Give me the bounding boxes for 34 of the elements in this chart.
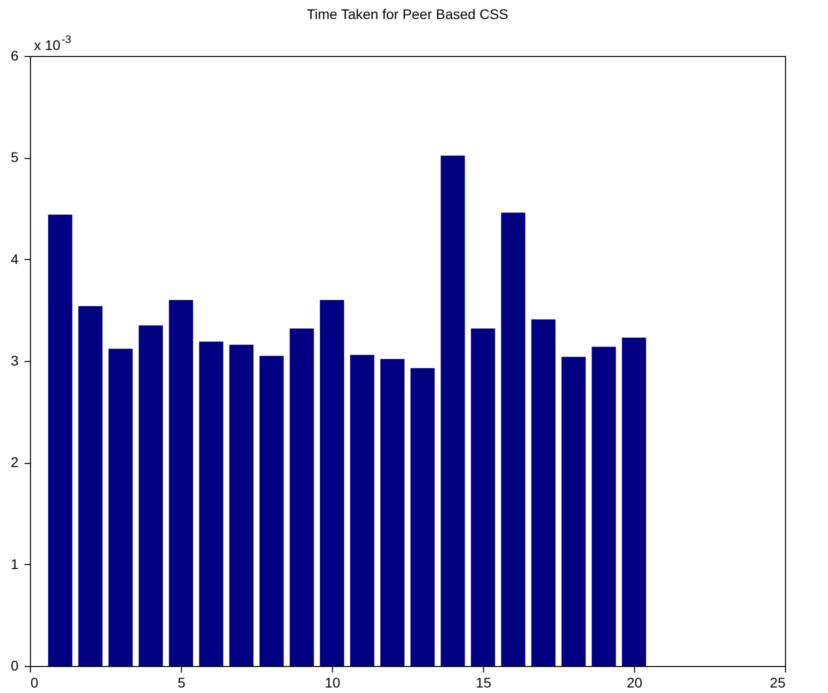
y-tick-label: 3 [10, 352, 19, 368]
bar [168, 300, 194, 666]
bar [290, 328, 314, 666]
bar [78, 306, 102, 666]
x-tick-label: 5 [178, 674, 186, 690]
y-tick-label: 1 [10, 556, 19, 572]
bar [440, 156, 465, 666]
bar [229, 344, 254, 666]
x-tick-label: 15 [476, 674, 492, 690]
y-tick-label: 2 [10, 454, 19, 470]
bar [48, 214, 72, 666]
bar [501, 212, 526, 666]
bar [380, 358, 404, 666]
chart-title: Time Taken for Peer Based CSS [306, 6, 508, 22]
y-tick-label: 0 [10, 658, 19, 674]
bar [260, 356, 284, 666]
y-tick-label: 4 [10, 250, 19, 267]
bar [531, 319, 556, 666]
y-tick-label: 6 [10, 48, 19, 64]
bar [592, 346, 616, 666]
bar [470, 328, 496, 666]
bar [350, 354, 374, 666]
bar [320, 300, 344, 666]
bar [622, 338, 646, 666]
bar [410, 368, 435, 666]
bar [199, 342, 224, 666]
y-tick-label: 5 [10, 149, 19, 166]
bar [108, 348, 133, 666]
x-tick-label: 25 [770, 674, 786, 690]
bar [138, 325, 163, 666]
x-tick-label: 10 [324, 674, 340, 690]
bar [562, 356, 586, 666]
x-tick-label: 0 [30, 674, 38, 690]
x-tick-label: 20 [626, 674, 642, 690]
